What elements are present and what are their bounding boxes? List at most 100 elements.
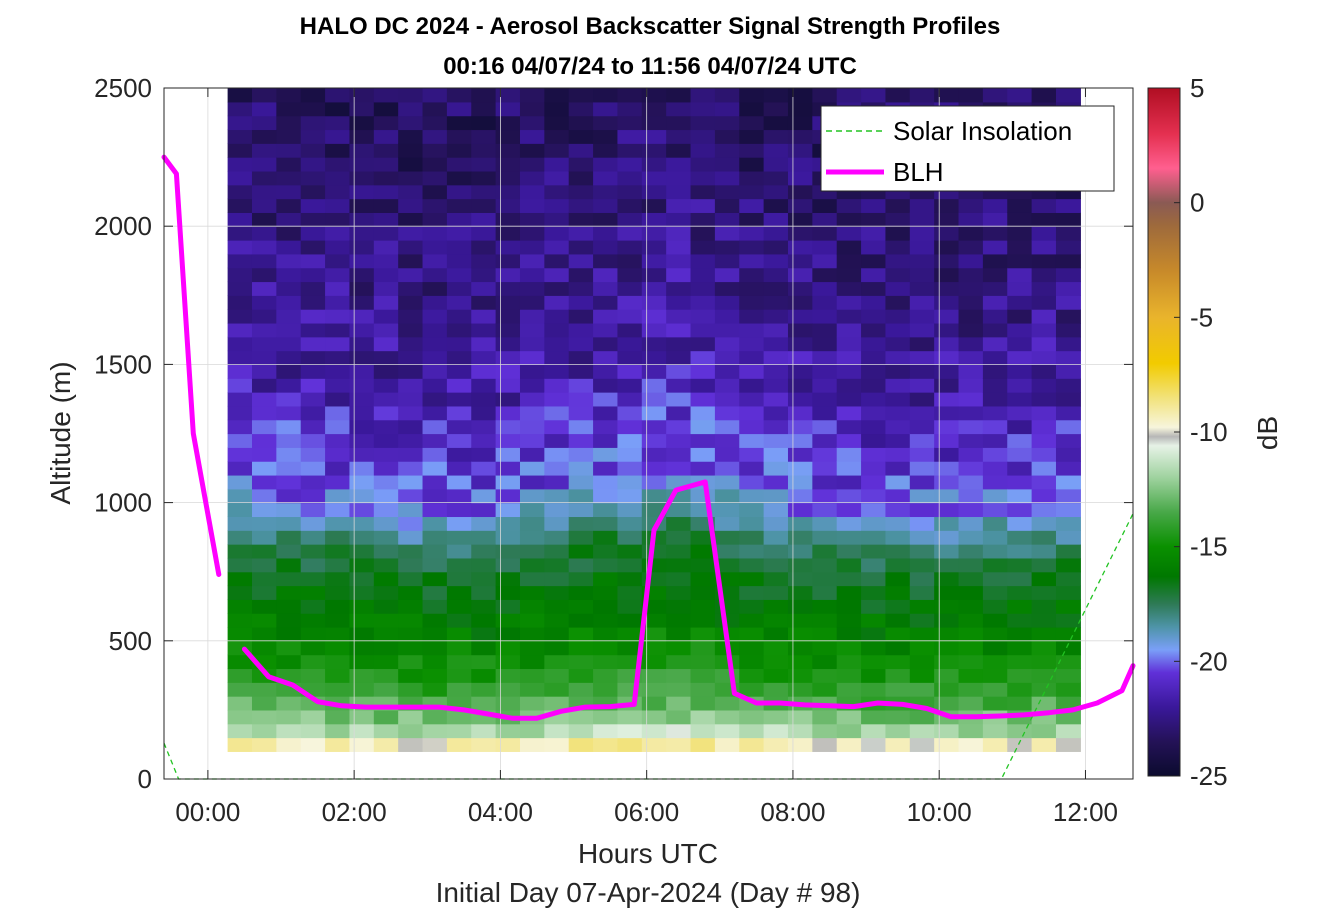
heatmap-cell <box>1031 253 1057 269</box>
heatmap-cell <box>276 723 302 739</box>
x-tick-label: 06:00 <box>614 797 679 827</box>
heatmap-cell <box>836 88 862 103</box>
heatmap-cell <box>349 488 375 504</box>
heatmap-cell <box>544 198 570 213</box>
heatmap-cell <box>836 447 862 462</box>
heatmap-cell <box>958 599 984 614</box>
heatmap-cell <box>812 654 838 670</box>
heatmap-cell <box>1055 350 1081 365</box>
heatmap-cell <box>690 557 716 573</box>
heatmap-cell <box>763 170 789 186</box>
heatmap-cell <box>934 571 960 587</box>
heatmap-cell <box>593 157 619 172</box>
heatmap-cell <box>422 350 448 365</box>
heatmap-cell <box>373 212 399 227</box>
heatmap-cell <box>373 157 399 172</box>
heatmap-cell <box>934 516 960 531</box>
heatmap-cell <box>227 599 253 614</box>
heatmap-cell <box>422 378 448 393</box>
heatmap-cell <box>276 392 302 407</box>
heatmap-cell <box>982 240 1008 255</box>
heatmap-cell <box>325 488 351 504</box>
heatmap-cell <box>251 737 277 752</box>
heatmap-cell <box>812 682 838 697</box>
heatmap-cell <box>714 88 740 103</box>
heatmap-cell <box>641 737 667 752</box>
heatmap-cell <box>593 461 619 476</box>
heatmap-cell <box>885 585 911 600</box>
heatmap-cell <box>276 571 302 587</box>
heatmap-cell <box>422 212 448 227</box>
heatmap-cell <box>666 668 692 683</box>
heatmap-cell <box>544 364 570 379</box>
heatmap-cell <box>982 267 1008 283</box>
heatmap-cell <box>909 654 935 670</box>
heatmap-cell <box>812 723 838 739</box>
heatmap-cell <box>519 392 545 407</box>
x-tick-label: 04:00 <box>468 797 533 827</box>
heatmap-cell <box>787 101 813 117</box>
heatmap-cell <box>519 599 545 614</box>
heatmap-cell <box>934 737 960 752</box>
heatmap-cell <box>422 709 448 725</box>
heatmap-cell <box>787 682 813 697</box>
heatmap-cell <box>398 267 424 283</box>
heatmap-cell <box>568 405 594 421</box>
heatmap-cell <box>690 143 716 158</box>
heatmap-cell <box>251 530 277 545</box>
y-axis-label: Altitude (m) <box>45 361 76 504</box>
heatmap-cell <box>909 516 935 531</box>
heatmap-cell <box>398 212 424 227</box>
heatmap-cell <box>398 502 424 518</box>
heatmap-cell <box>373 613 399 628</box>
heatmap-cell <box>1007 447 1033 462</box>
heatmap-cell <box>1031 198 1057 213</box>
heatmap-cell <box>593 433 619 448</box>
heatmap-cell <box>446 115 472 131</box>
heatmap-cell <box>812 253 838 269</box>
heatmap-cell <box>812 709 838 725</box>
heatmap-cell <box>958 474 984 490</box>
heatmap-cell <box>300 129 326 144</box>
heatmap-cell <box>251 557 277 573</box>
heatmap-cell <box>300 723 326 739</box>
heatmap-cell <box>666 461 692 476</box>
heatmap-cell <box>446 654 472 670</box>
heatmap-cell <box>471 696 497 711</box>
heatmap-cell <box>1007 557 1033 573</box>
heatmap-cell <box>495 309 521 324</box>
heatmap-cell <box>519 640 545 656</box>
heatmap-cell <box>544 488 570 504</box>
heatmap-cell <box>617 143 643 158</box>
heatmap-cell <box>251 709 277 725</box>
heatmap-cell <box>300 585 326 600</box>
heatmap-cell <box>471 350 497 365</box>
heatmap-cell <box>934 378 960 393</box>
heatmap-cell <box>934 640 960 656</box>
heatmap-cell <box>1055 737 1081 752</box>
heatmap-cell <box>471 737 497 752</box>
heatmap-cell <box>373 88 399 103</box>
heatmap-cell <box>861 447 887 462</box>
heatmap-cell <box>495 557 521 573</box>
heatmap-cell <box>641 474 667 490</box>
heatmap-cell <box>471 557 497 573</box>
heatmap-cell <box>1031 267 1057 283</box>
heatmap-cell <box>519 378 545 393</box>
heatmap-cell <box>325 129 351 144</box>
heatmap-cell <box>787 502 813 518</box>
heatmap-cell <box>836 530 862 545</box>
heatmap-cell <box>690 336 716 352</box>
heatmap-cell <box>276 654 302 670</box>
heatmap-cell <box>885 405 911 421</box>
heatmap-cell <box>1055 668 1081 683</box>
heatmap-cell <box>836 267 862 283</box>
heatmap-cell <box>836 682 862 697</box>
heatmap-cell <box>276 309 302 324</box>
heatmap-cell <box>690 378 716 393</box>
heatmap-cell <box>934 723 960 739</box>
heatmap-cell <box>300 115 326 131</box>
heatmap-cell <box>739 530 765 545</box>
heatmap-cell <box>398 585 424 600</box>
heatmap-cell <box>861 461 887 476</box>
